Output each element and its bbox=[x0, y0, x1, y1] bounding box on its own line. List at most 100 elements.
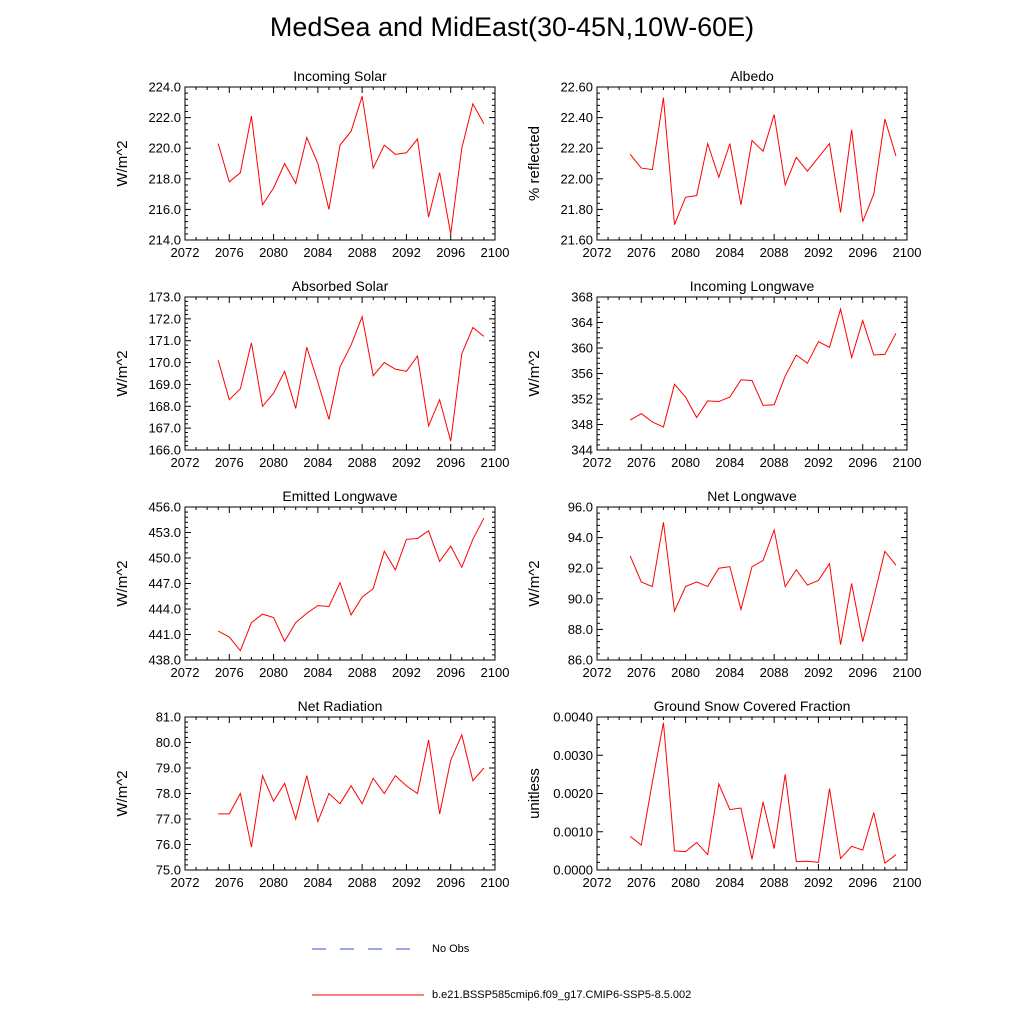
chart-panel-7: 2072 2076 2080 2084 2088 2092 2096 2100 0.0000 0.… bbox=[526, 698, 922, 890]
series-line-0 bbox=[629, 97, 897, 225]
y-tick-label: 172.0 bbox=[148, 311, 181, 326]
y-tick-label: 364 bbox=[571, 315, 593, 330]
x-tick-label: 2076 bbox=[627, 455, 656, 470]
panel-title: Absorbed Solar bbox=[292, 278, 389, 294]
y-tick-label: 360 bbox=[571, 341, 593, 356]
x-tick-label: 2084 bbox=[715, 245, 744, 260]
y-tick-label: 86.0 bbox=[568, 653, 593, 668]
x-tick-label: 2100 bbox=[893, 875, 922, 890]
y-axis-label: W/m^2 bbox=[114, 770, 131, 816]
y-tick-label: 22.00 bbox=[560, 171, 593, 186]
y-tick-label: 447.0 bbox=[148, 576, 181, 591]
y-tick-label: 450.0 bbox=[148, 551, 181, 566]
x-tick-label: 2096 bbox=[848, 665, 877, 680]
chart-panel-4: 2072 2076 2080 2084 2088 2092 2096 2100 438.0 441… bbox=[114, 488, 509, 680]
x-tick-label: 2092 bbox=[392, 245, 421, 260]
x-tick-label: 2076 bbox=[627, 245, 656, 260]
x-tick-label: 2084 bbox=[303, 875, 332, 890]
y-tick-label: 224.0 bbox=[148, 80, 181, 95]
x-tick-label: 2092 bbox=[392, 665, 421, 680]
x-tick-label: 2088 bbox=[760, 665, 789, 680]
y-axis-label: % reflected bbox=[526, 126, 543, 201]
y-tick-label: 166.0 bbox=[148, 443, 181, 458]
plot-frame bbox=[184, 716, 496, 871]
chart-panel-1: 2072 2076 2080 2084 2088 2092 2096 2100 21.60 21.… bbox=[526, 68, 922, 260]
x-tick-label: 2096 bbox=[436, 875, 465, 890]
x-tick-label: 2080 bbox=[671, 245, 700, 260]
y-tick-label: 79.0 bbox=[156, 761, 181, 776]
y-tick-label: 348 bbox=[571, 417, 593, 432]
y-tick-label: 173.0 bbox=[148, 290, 181, 305]
x-tick-label: 2096 bbox=[848, 455, 877, 470]
x-tick-label: 2084 bbox=[303, 455, 332, 470]
x-tick-label: 2100 bbox=[893, 245, 922, 260]
plot-frame bbox=[184, 296, 496, 451]
x-tick-label: 2092 bbox=[804, 875, 833, 890]
legend-obs-label: No Obs bbox=[432, 943, 470, 955]
x-tick-label: 2096 bbox=[436, 665, 465, 680]
series-line-0 bbox=[629, 722, 897, 864]
y-tick-label: 456.0 bbox=[148, 500, 181, 515]
y-tick-label: 222.0 bbox=[148, 110, 181, 125]
y-tick-label: 92.0 bbox=[568, 561, 593, 576]
y-tick-label: 96.0 bbox=[568, 500, 593, 515]
figure-title: MedSea and MidEast(30-45N,10W-60E) bbox=[269, 12, 755, 42]
x-tick-label: 2080 bbox=[259, 875, 288, 890]
y-tick-label: 0.0030 bbox=[553, 748, 593, 763]
y-tick-label: 169.0 bbox=[148, 377, 181, 392]
x-tick-label: 2080 bbox=[259, 455, 288, 470]
x-tick-label: 2080 bbox=[259, 245, 288, 260]
x-tick-label: 2076 bbox=[215, 875, 244, 890]
y-tick-label: 77.0 bbox=[156, 812, 181, 827]
plot-frame bbox=[596, 716, 908, 871]
y-tick-label: 21.80 bbox=[560, 202, 593, 217]
x-tick-label: 2076 bbox=[215, 245, 244, 260]
x-tick-label: 2092 bbox=[392, 875, 421, 890]
x-tick-label: 2072 bbox=[171, 665, 200, 680]
y-tick-label: 168.0 bbox=[148, 399, 181, 414]
panel-title: Albedo bbox=[730, 68, 774, 84]
y-tick-label: 218.0 bbox=[148, 171, 181, 186]
plot-frame bbox=[184, 86, 496, 241]
y-tick-label: 368 bbox=[571, 290, 593, 305]
chart-panel-0: 2072 2076 2080 2084 2088 2092 2096 2100 214.0 216… bbox=[114, 68, 509, 260]
y-axis-label: unitless bbox=[526, 768, 543, 819]
series-line-0 bbox=[217, 517, 485, 652]
x-tick-label: 2072 bbox=[583, 875, 612, 890]
x-tick-label: 2088 bbox=[760, 875, 789, 890]
y-tick-label: 352 bbox=[571, 392, 593, 407]
panel-title: Net Longwave bbox=[707, 488, 797, 504]
legend-obs-line bbox=[312, 948, 420, 950]
series-line-0 bbox=[629, 522, 897, 645]
legend-model-label: b.e21.BSSP585cmip6.f09_g17.CMIP6-SSP5-8.… bbox=[432, 989, 692, 1001]
y-axis-label: W/m^2 bbox=[114, 140, 131, 186]
x-tick-label: 2080 bbox=[671, 665, 700, 680]
x-tick-label: 2072 bbox=[171, 455, 200, 470]
x-tick-label: 2088 bbox=[348, 245, 377, 260]
y-tick-label: 356 bbox=[571, 366, 593, 381]
y-axis-label: W/m^2 bbox=[526, 560, 543, 606]
x-tick-label: 2096 bbox=[436, 245, 465, 260]
y-axis-label: W/m^2 bbox=[526, 350, 543, 396]
y-axis-label: W/m^2 bbox=[114, 350, 131, 396]
y-tick-label: 0.0020 bbox=[553, 786, 593, 801]
y-tick-label: 438.0 bbox=[148, 653, 181, 668]
x-tick-label: 2100 bbox=[893, 455, 922, 470]
plot-frame bbox=[596, 506, 908, 661]
chart-panel-6: 2072 2076 2080 2084 2088 2092 2096 2100 75.0 76.0… bbox=[114, 698, 509, 890]
y-tick-label: 21.60 bbox=[560, 233, 593, 248]
x-tick-label: 2084 bbox=[303, 665, 332, 680]
x-tick-label: 2072 bbox=[171, 245, 200, 260]
x-tick-label: 2096 bbox=[436, 455, 465, 470]
panel-title: Ground Snow Covered Fraction bbox=[654, 698, 851, 714]
y-tick-label: 0.0040 bbox=[553, 710, 593, 725]
x-tick-label: 2088 bbox=[348, 875, 377, 890]
x-tick-label: 2072 bbox=[171, 875, 200, 890]
panel-title: Emitted Longwave bbox=[282, 488, 397, 504]
y-tick-label: 170.0 bbox=[148, 355, 181, 370]
x-tick-label: 2096 bbox=[848, 875, 877, 890]
y-tick-label: 453.0 bbox=[148, 525, 181, 540]
y-tick-label: 80.0 bbox=[156, 735, 181, 750]
y-tick-label: 22.20 bbox=[560, 141, 593, 156]
y-axis-label: W/m^2 bbox=[114, 560, 131, 606]
